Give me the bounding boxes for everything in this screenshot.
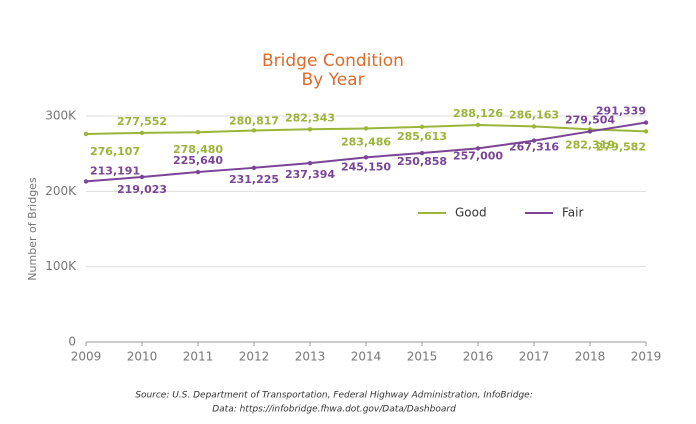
point xyxy=(587,129,593,134)
point xyxy=(363,155,369,160)
x-tick-label: 2014 xyxy=(351,350,382,364)
x-tick-label: 2012 xyxy=(239,350,270,364)
value-label: 280,817 xyxy=(229,114,279,127)
x-tick-label: 2016 xyxy=(463,350,494,364)
value-label: 282,319 xyxy=(565,138,615,151)
value-label: 279,582 xyxy=(596,140,646,153)
y-tick-label: 100K xyxy=(45,259,77,273)
value-label: 282,343 xyxy=(285,111,335,124)
x-tick-label: 2011 xyxy=(183,350,214,364)
value-label: 213,191 xyxy=(90,164,140,177)
chart-title: By Year xyxy=(301,70,364,90)
x-tick-label: 2018 xyxy=(575,350,606,364)
x-tick-label: 2013 xyxy=(295,350,326,364)
value-label: 285,613 xyxy=(397,130,447,143)
value-label: 219,023 xyxy=(117,183,167,196)
y-axis-label: Number of Bridges xyxy=(26,177,39,281)
value-label: 250,858 xyxy=(397,155,447,168)
value-label: 288,126 xyxy=(453,107,503,120)
point xyxy=(195,130,201,135)
value-label: 279,504 xyxy=(565,113,615,126)
point xyxy=(139,130,145,136)
value-label: 245,150 xyxy=(341,160,391,173)
value-label: 286,163 xyxy=(509,108,559,121)
value-label: 237,394 xyxy=(285,168,335,181)
value-label: 267,316 xyxy=(509,141,559,154)
point xyxy=(643,129,649,134)
point xyxy=(475,146,481,151)
value-label: 283,486 xyxy=(341,135,391,148)
value-label: 278,480 xyxy=(173,143,223,156)
chart-title: Bridge Condition xyxy=(262,51,404,71)
x-tick-label: 2015 xyxy=(407,350,438,364)
x-tick-label: 2010 xyxy=(127,350,158,364)
legend-label: Fair xyxy=(562,206,583,220)
point xyxy=(139,174,145,180)
point xyxy=(475,122,481,128)
point xyxy=(83,131,89,137)
point xyxy=(531,124,537,129)
source-note: Source: U.S. Department of Transportatio… xyxy=(135,391,533,401)
x-tick-label: 2019 xyxy=(631,350,662,364)
y-tick-label: 0 xyxy=(68,335,76,349)
point xyxy=(643,120,649,125)
source-note: Data: https://infobridge.fhwa.dot.gov/Da… xyxy=(212,405,456,415)
point xyxy=(419,124,425,130)
point xyxy=(83,179,89,184)
point xyxy=(363,126,369,131)
legend-label: Good xyxy=(455,206,487,220)
point xyxy=(251,165,257,171)
point xyxy=(531,138,537,143)
point xyxy=(307,127,313,132)
value-label: 231,225 xyxy=(229,173,279,186)
x-tick-label: 2009 xyxy=(71,350,102,364)
value-label: 277,552 xyxy=(117,115,167,128)
point xyxy=(251,128,257,133)
x-tick-label: 2017 xyxy=(519,350,550,364)
y-tick-label: 300K xyxy=(45,109,77,123)
y-tick-label: 200K xyxy=(45,184,77,198)
value-label: 291,339 xyxy=(596,105,646,118)
value-label: 257,000 xyxy=(453,149,503,162)
value-label: 225,640 xyxy=(173,154,223,167)
point xyxy=(419,150,425,156)
point xyxy=(307,160,313,166)
point xyxy=(195,169,201,175)
value-label: 276,107 xyxy=(90,145,140,158)
